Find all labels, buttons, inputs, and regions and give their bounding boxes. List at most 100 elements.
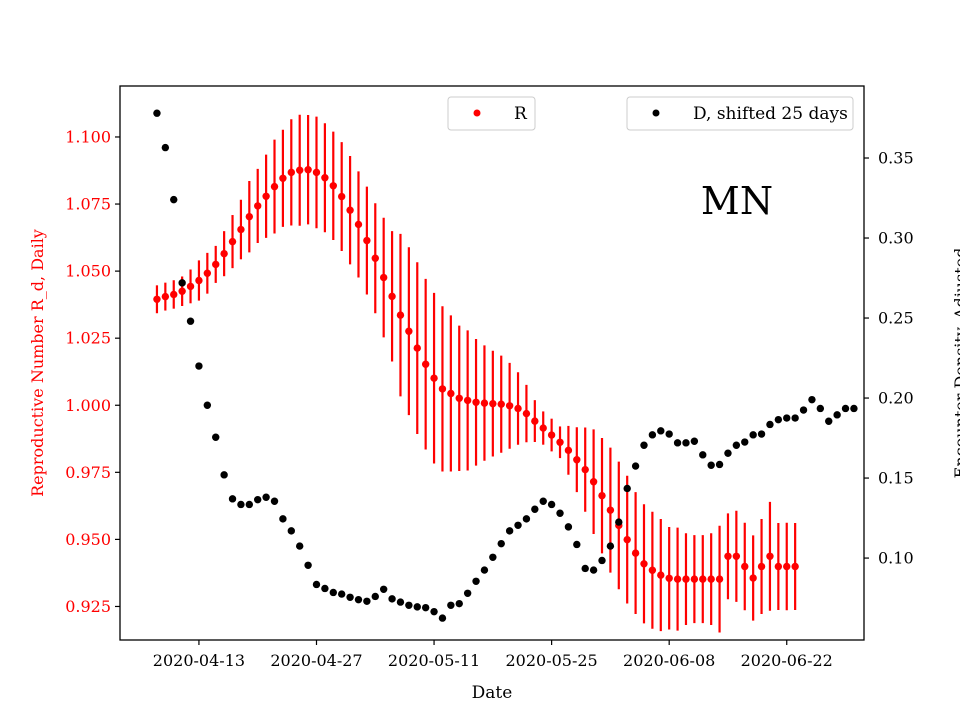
d-point-71	[749, 431, 757, 439]
d-point-78	[808, 395, 816, 404]
d-point-69	[732, 441, 741, 449]
r-point-24	[354, 220, 363, 229]
left-y-tick-label-7: 1.100	[65, 127, 111, 146]
r-point-67	[715, 575, 724, 583]
d-points	[153, 109, 858, 622]
r-point-38	[472, 398, 480, 407]
r-point-62	[673, 575, 682, 583]
d-point-1	[161, 143, 170, 152]
x-tick-label-4: 2020-06-08	[623, 651, 715, 670]
d-point-34	[438, 614, 447, 622]
d-point-73	[766, 420, 774, 429]
d-point-3	[178, 279, 186, 287]
r-point-29	[396, 311, 405, 319]
right-y-axis-ticks: 0.10 0.15 0.20 0.25 0.30 0.35	[864, 149, 914, 568]
d-point-18	[304, 561, 312, 569]
r-point-75	[783, 562, 791, 571]
r-point-2	[170, 290, 178, 299]
r-point-20	[321, 174, 329, 182]
d-point-70	[741, 438, 749, 446]
r-point-50	[573, 456, 581, 464]
d-point-53	[598, 556, 606, 565]
r-point-26	[371, 254, 379, 262]
legend-d: D, shifted 25 days	[626, 96, 854, 131]
d-point-15	[279, 515, 287, 523]
d-point-2	[170, 195, 178, 204]
d-point-67	[715, 460, 724, 469]
left-y-tick-label-6: 1.075	[65, 195, 111, 214]
r-point-68	[724, 552, 732, 560]
r-points	[153, 166, 799, 583]
r-point-58	[640, 560, 648, 568]
d-point-39	[480, 566, 489, 574]
d-point-56	[623, 484, 631, 493]
r-point-47	[547, 431, 556, 439]
left-y-tick-label-3: 1.000	[65, 396, 111, 415]
d-point-54	[606, 542, 615, 550]
d-point-51	[581, 564, 589, 573]
d-point-52	[589, 566, 598, 574]
d-point-82	[841, 404, 850, 413]
d-point-10	[237, 500, 245, 509]
d-point-0	[153, 109, 161, 117]
d-point-6	[203, 401, 212, 409]
r-point-43	[514, 404, 522, 413]
d-point-9	[228, 495, 237, 503]
r-point-4	[186, 282, 195, 291]
d-point-80	[825, 417, 833, 425]
r-point-74	[774, 562, 783, 571]
r-point-21	[329, 182, 337, 190]
r-point-28	[388, 292, 396, 301]
right-y-tick-label-1: 0.15	[878, 469, 914, 488]
d-point-22	[337, 590, 346, 598]
r-point-61	[665, 574, 673, 582]
d-point-48	[556, 509, 564, 517]
d-point-57	[631, 462, 640, 470]
x-axis-ticks: 2020-04-13 2020-04-27 2020-05-11 2020-05-25…	[153, 640, 833, 670]
d-point-65	[699, 451, 707, 459]
d-point-44	[522, 515, 531, 523]
d-point-49	[564, 523, 573, 531]
d-point-35	[447, 601, 455, 609]
d-point-14	[270, 497, 279, 505]
r-point-40	[489, 399, 497, 408]
r-point-22	[337, 192, 346, 201]
d-point-66	[707, 461, 715, 469]
left-y-tick-label-0: 0.925	[65, 597, 111, 616]
d-point-12	[254, 495, 262, 504]
r-point-35	[447, 389, 455, 398]
legend-r-box	[447, 96, 536, 131]
d-point-13	[262, 493, 270, 501]
d-point-59	[648, 431, 657, 439]
r-point-71	[749, 574, 757, 582]
d-point-31	[413, 603, 421, 611]
d-point-83	[850, 404, 858, 413]
r-point-30	[405, 327, 413, 335]
r-point-42	[505, 402, 514, 410]
r-point-3	[178, 287, 186, 295]
d-point-20	[321, 584, 329, 593]
r-point-59	[648, 566, 657, 574]
d-point-79	[816, 404, 825, 413]
r-point-64	[690, 575, 699, 583]
d-point-23	[346, 593, 354, 601]
d-point-72	[757, 430, 766, 438]
legend-d-box	[626, 96, 854, 131]
r-point-66	[707, 575, 715, 583]
right-y-tick-label-0: 0.10	[878, 549, 914, 568]
x-tick-label-0: 2020-04-13	[153, 651, 245, 670]
d-point-75	[783, 414, 791, 422]
r-point-32	[421, 360, 430, 368]
r-point-49	[564, 446, 573, 455]
d-point-74	[774, 415, 783, 424]
d-point-40	[489, 553, 497, 561]
r-point-57	[631, 549, 640, 557]
legend-d-label: D, shifted 25 days	[693, 104, 848, 124]
r-point-65	[699, 575, 707, 583]
r-point-51	[581, 465, 589, 474]
r-point-63	[682, 575, 690, 583]
r-point-31	[413, 344, 421, 352]
x-axis-label: Date	[472, 683, 513, 703]
x-tick-label-3: 2020-05-25	[505, 651, 597, 670]
